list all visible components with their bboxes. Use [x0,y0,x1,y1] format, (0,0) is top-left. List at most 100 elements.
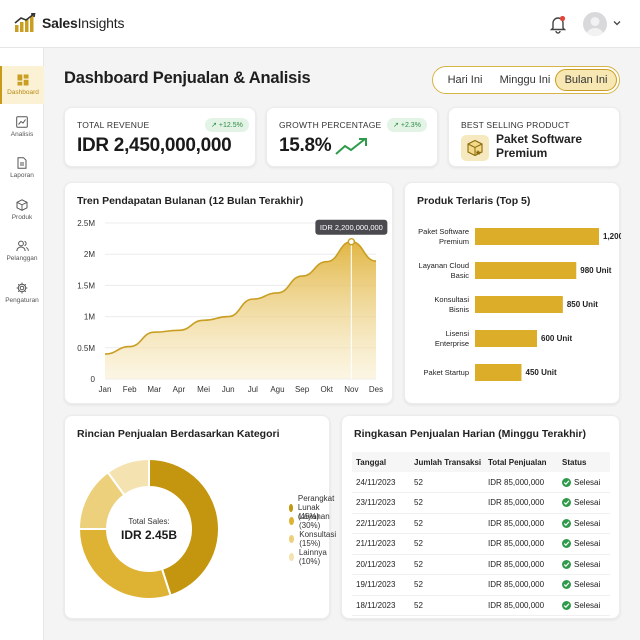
legend-swatch [289,535,295,543]
table-row[interactable]: 21/11/2023 52 IDR 85,000,000 Selesai [352,533,610,555]
kpi-card-total-revenue: TOTAL REVENUE ↗ +12.5% IDR 2,450,000,000 [64,107,256,167]
status-label: Selesai [574,559,601,569]
bar-category-label: Konsultasi [434,295,469,304]
kpi-label: BEST SELLING PRODUCT [461,120,570,130]
bar-value-label: 980 Unit [580,266,611,275]
chart-title: Rincian Penjualan Berdasarkan Kategori [77,428,280,440]
table-cell: 21/11/2023 [352,533,410,555]
legend-item[interactable]: Layanan (30%) [289,512,333,530]
date-range-toggle: Hari Ini Minggu Ini Bulan Ini [432,66,620,94]
table-row[interactable]: 20/11/2023 52 IDR 85,000,000 Selesai [352,554,610,575]
chevron-down-icon[interactable] [611,17,623,29]
legend-swatch [289,517,294,525]
table-row[interactable]: 24/11/2023 52 IDR 85,000,000 Selesai [352,472,610,493]
analytics-icon [16,116,28,128]
data-point[interactable] [99,348,111,360]
column-header[interactable]: Jumlah Transaksi [410,452,484,472]
table-cell: IDR 85,000,000 [484,513,558,534]
kpi-change-badge: ↗ +12.5% [205,118,249,132]
check-circle-icon [562,477,571,487]
bar[interactable] [475,262,577,279]
y-tick-label: 0.5M [77,344,95,353]
range-this-week-button[interactable]: Minggu Ini [495,69,555,91]
status-cell: Selesai [558,513,610,534]
table-cell: IDR 85,000,000 [484,533,558,555]
column-header[interactable]: Total Penjualan [484,452,558,472]
check-circle-icon [562,580,571,590]
data-point[interactable] [247,293,259,305]
sidebar-item-pelanggan[interactable]: Pelanggan [0,232,44,270]
table-cell: 52 [410,492,484,514]
notification-bell-icon[interactable] [548,14,568,34]
x-tick-label: Mar [147,385,161,394]
revenue-line [104,240,377,355]
data-point[interactable] [148,326,160,338]
check-circle-icon [562,539,571,549]
data-point[interactable] [124,341,136,353]
app-name: SalesInsights [42,15,125,31]
donut-slice[interactable] [148,457,220,597]
table-cell: 52 [410,533,484,555]
range-today-button[interactable]: Hari Ini [435,69,495,91]
range-this-month-button[interactable]: Bulan Ini [555,69,617,91]
data-point[interactable] [222,311,234,323]
kpi-label: GROWTH PERCENTAGE [279,120,382,130]
box-icon [16,199,28,211]
bar[interactable] [475,296,563,313]
bar-category-label: Paket Software [418,227,469,236]
data-point[interactable] [271,287,283,299]
table-cell: IDR 85,000,000 [484,472,558,493]
bar-category-label: Premium [439,237,469,246]
sidebar-item-laporan[interactable]: Laporan [0,149,44,187]
table-row[interactable]: 23/11/2023 52 IDR 85,000,000 Selesai [352,492,610,514]
bar-value-label: 600 Unit [541,334,572,343]
legend-swatch [289,553,294,561]
kpi-value: 15.8% [279,135,332,156]
legend-item[interactable]: Perangkat Lunak (45%) [289,494,338,521]
table-row[interactable]: 18/11/2023 52 IDR 85,000,000 Selesai [352,595,610,616]
data-point[interactable] [321,256,333,268]
bar[interactable] [475,364,522,381]
bar[interactable] [475,228,599,245]
bar[interactable] [475,330,537,347]
sidebar-item-dashboard[interactable]: Dashboard [0,66,44,104]
column-header[interactable]: Status [558,452,610,472]
check-circle-icon [562,559,571,569]
sidebar-item-pengaturan[interactable]: Pengaturan [0,274,44,312]
table-row[interactable]: 22/11/2023 52 IDR 85,000,000 Selesai [352,513,610,534]
x-tick-label: Agu [270,385,284,394]
data-point[interactable] [173,324,185,336]
trend-up-icon: ↗ [393,122,399,129]
data-point[interactable] [198,314,210,326]
legend-item[interactable]: Konsultasi (15%) [289,530,339,548]
legend-item[interactable]: Lainnya (10%) [289,548,330,566]
highlight-point[interactable] [347,238,356,246]
table-row[interactable]: 19/11/2023 52 IDR 85,000,000 Selesai [352,574,610,596]
category-breakdown-card: Rincian Penjualan Berdasarkan Kategori T… [64,415,336,619]
table-cell: 52 [410,554,484,575]
x-tick-label: Jul [248,385,258,394]
app-logo[interactable]: SalesInsights [14,13,124,33]
table-cell: 52 [410,595,484,616]
user-avatar[interactable] [583,12,607,36]
kpi-label: TOTAL REVENUE [77,120,150,130]
y-tick-label: 1M [84,313,95,322]
donut-slice[interactable] [106,457,150,497]
kpi-value: IDR 2,450,000,000 [77,135,232,156]
data-point[interactable] [370,255,382,267]
status-badge: Selesai [562,477,610,487]
table-cell: 23/11/2023 [352,492,410,514]
column-header[interactable]: Tanggal [352,452,410,472]
status-badge: Selesai [562,539,610,549]
status-label: Selesai [574,477,601,487]
x-tick-label: Mei [197,385,210,394]
sidebar-item-label: Produk [11,214,33,221]
legend-label: Layanan (30%) [298,512,330,530]
status-badge: Selesai [562,559,610,569]
bar-chart-logo-icon [14,13,36,32]
sidebar-item-analisis[interactable]: Analisis [0,108,44,146]
status-cell: Selesai [558,492,610,514]
sidebar-item-produk[interactable]: Produk [0,191,44,229]
data-point[interactable] [296,270,308,282]
